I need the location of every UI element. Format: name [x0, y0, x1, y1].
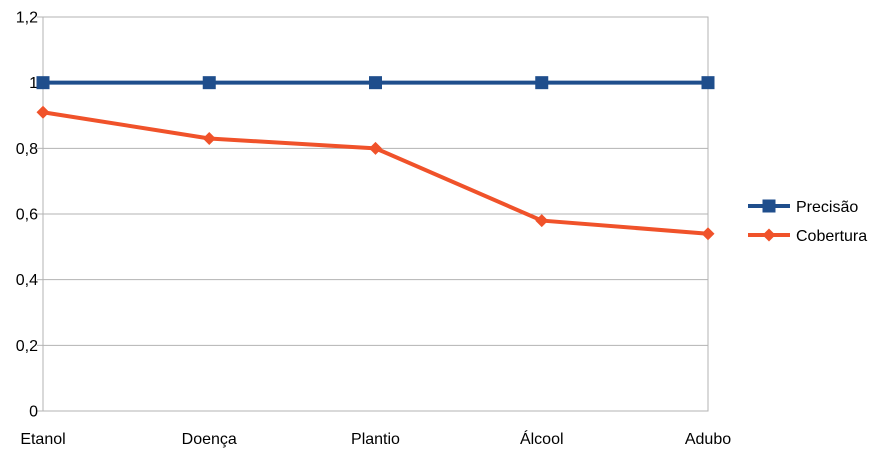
x-tick-label: Doença — [182, 431, 237, 448]
y-tick-label: 0,8 — [16, 141, 38, 158]
x-tick-label: Álcool — [520, 429, 564, 448]
data-point — [36, 105, 50, 119]
legend-label: Precisão — [796, 199, 858, 216]
data-point — [535, 214, 549, 228]
gridlines — [37, 16, 708, 412]
data-point — [202, 76, 216, 90]
data-point — [369, 141, 382, 155]
series-cobertura — [36, 105, 715, 241]
series-layer — [36, 76, 715, 241]
y-tick-label: 1 — [29, 75, 38, 92]
plot-area-frame — [42, 16, 709, 412]
y-tick-label: 0 — [29, 404, 38, 421]
y-tick-label: 0,6 — [16, 207, 38, 224]
legend-item: Precisão — [748, 199, 858, 216]
y-axis-tick-labels: 0 0,2 0,4 0,6 0,8 1 1,2 — [16, 10, 38, 421]
legend: Precisão Cobertura — [748, 199, 867, 245]
legend-swatch-marker — [762, 199, 776, 213]
data-point — [369, 76, 382, 90]
x-axis-tick-labels: Etanol Doença Plantio Álcool Adubo — [20, 429, 731, 448]
y-tick-label: 1,2 — [16, 10, 38, 27]
legend-item: Cobertura — [748, 228, 867, 245]
data-point — [36, 76, 50, 90]
x-tick-label: Plantio — [351, 431, 400, 448]
data-point — [535, 76, 549, 90]
legend-label: Cobertura — [796, 228, 867, 245]
x-tick-label: Adubo — [685, 431, 731, 448]
y-tick-label: 0,4 — [16, 272, 38, 289]
series-precisão — [36, 76, 715, 90]
y-tick-label: 0,2 — [16, 338, 38, 355]
legend-swatch-marker — [762, 228, 776, 242]
x-tick-label: Etanol — [20, 431, 65, 448]
series-line — [42, 110, 709, 236]
data-point — [701, 227, 715, 241]
data-point — [701, 76, 715, 90]
data-point — [202, 131, 216, 145]
